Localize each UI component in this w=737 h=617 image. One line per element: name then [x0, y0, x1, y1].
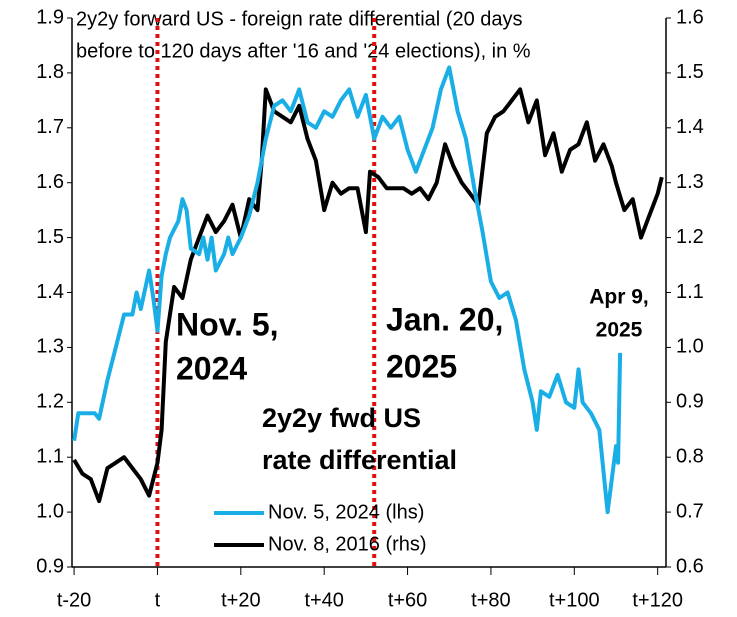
annotation: 2y2y fwd US	[262, 403, 421, 433]
y2-tick-label: 0.7	[676, 500, 704, 522]
chart-title: before to 120 days after '16 and '24 ele…	[76, 40, 531, 62]
y2-tick-label: 1.4	[676, 116, 704, 138]
y-tick-label: 1.9	[36, 6, 64, 28]
y-tick-label: 1.5	[36, 226, 64, 248]
annotation: Jan. 20,	[386, 301, 503, 337]
legend-label: Nov. 5, 2024 (lhs)	[268, 501, 424, 523]
y-tick-label: 1.6	[36, 171, 64, 193]
annotation: 2025	[386, 348, 457, 384]
annotation: rate differential	[262, 445, 457, 475]
y-tick-label: 1.1	[36, 445, 64, 467]
y2-tick-label: 0.6	[676, 555, 704, 577]
y-tick-label: 1.7	[36, 116, 64, 138]
y-tick-label: 1.2	[36, 391, 64, 413]
x-tick-label: t-20	[57, 589, 91, 611]
x-tick-label: t+40	[304, 589, 343, 611]
x-tick-label: t+80	[471, 589, 510, 611]
annotation: 2025	[596, 319, 643, 342]
y-tick-label: 0.9	[36, 555, 64, 577]
series-line	[72, 87, 664, 504]
x-tick-label: t+100	[549, 589, 600, 611]
y2-tick-label: 1.3	[676, 171, 704, 193]
y2-tick-label: 1.1	[676, 281, 704, 303]
x-tick-label: t	[155, 589, 161, 611]
y2-tick-label: 1.6	[676, 6, 704, 28]
legend-label: Nov. 8, 2016 (rhs)	[268, 533, 427, 555]
y-tick-label: 1.3	[36, 336, 64, 358]
annotation: Nov. 5,	[176, 306, 279, 342]
y-tick-label: 1.0	[36, 500, 64, 522]
y2-tick-label: 0.9	[676, 391, 704, 413]
series-line	[72, 65, 623, 515]
x-tick-label: t+20	[221, 589, 260, 611]
y2-tick-label: 1.2	[676, 226, 704, 248]
y2-tick-label: 1.5	[676, 61, 704, 83]
annotation: 2024	[176, 350, 247, 386]
y2-tick-label: 1.0	[676, 336, 704, 358]
x-tick-label: t+120	[632, 589, 683, 611]
chart-title: 2y2y forward US - foreign rate different…	[76, 8, 523, 30]
y2-tick-label: 0.8	[676, 445, 704, 467]
annotation: Apr 9,	[589, 286, 649, 309]
x-tick-label: t+60	[388, 589, 427, 611]
y-tick-label: 1.4	[36, 281, 64, 303]
y-tick-label: 1.8	[36, 61, 64, 83]
